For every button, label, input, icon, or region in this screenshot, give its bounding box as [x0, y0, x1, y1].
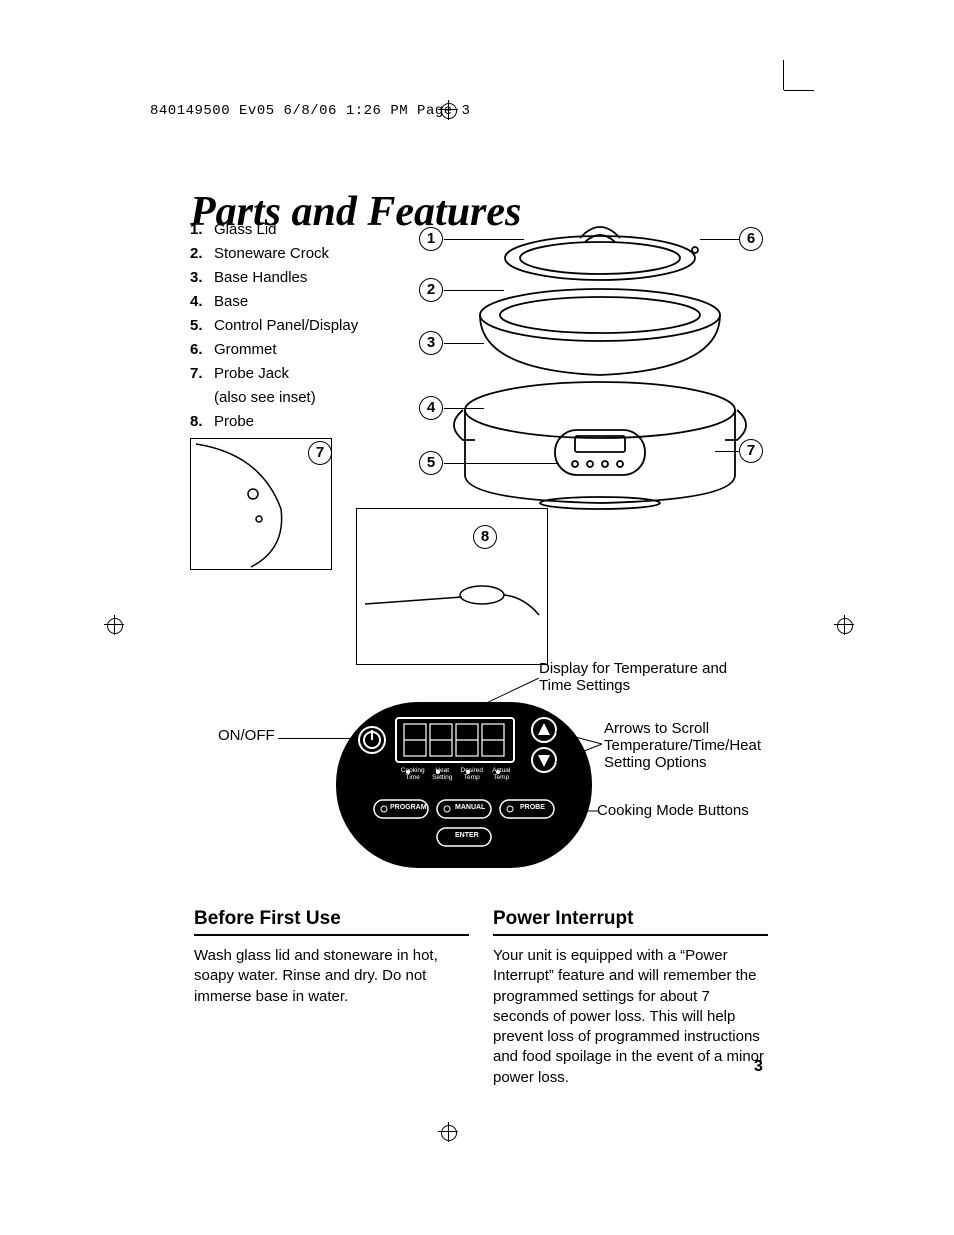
leader-line: [444, 463, 559, 464]
leader-line: [556, 730, 606, 766]
list-item: 3.Base Handles: [190, 266, 358, 290]
btn-enter-label: ENTER: [455, 832, 479, 839]
power-interrupt-section: Power Interrupt Your unit is equipped wi…: [493, 908, 768, 1088]
leader-line: [700, 239, 739, 240]
leader-line: [715, 451, 739, 452]
section-body: Your unit is equipped with a “Power Inte…: [493, 946, 768, 1088]
callout-5: 5: [419, 451, 443, 475]
before-first-use-section: Before First Use Wash glass lid and ston…: [194, 908, 469, 1007]
section-rule: [493, 934, 768, 936]
section-rule: [194, 934, 469, 936]
section-body: Wash glass lid and stoneware in hot, soa…: [194, 946, 469, 1007]
display-label: Display for Temperature and Time Setting…: [539, 660, 739, 694]
cooker-diagram: [445, 220, 755, 530]
callout-6: 6: [739, 227, 763, 251]
crop-mark: [784, 90, 814, 91]
btn-probe-label: PROBE: [520, 804, 545, 811]
modes-label: Cooking Mode Buttons: [597, 802, 749, 819]
registration-mark: [104, 615, 124, 635]
callout-4: 4: [419, 396, 443, 420]
list-item: 1.Glass Lid: [190, 218, 358, 242]
list-item: 2.Stoneware Crock: [190, 242, 358, 266]
leader-line: [459, 678, 544, 716]
leader-line: [444, 239, 524, 240]
arrows-label: Arrows to Scroll Temperature/Time/Heat S…: [604, 720, 784, 771]
print-header: 840149500 Ev05 6/8/06 1:26 PM Page 3: [150, 103, 470, 119]
section-heading: Before First Use: [194, 908, 469, 930]
leader-arrow: [554, 806, 598, 816]
parts-list: 1.Glass Lid 2.Stoneware Crock 3.Base Han…: [190, 218, 358, 434]
list-item: 7.Probe Jack: [190, 362, 358, 386]
callout-7: 7: [739, 439, 763, 463]
crop-mark: [783, 60, 784, 90]
btn-manual-label: MANUAL: [455, 804, 485, 811]
panel-indicators: Cooking Time Heat Setting Desired Temp A…: [398, 768, 516, 781]
callout-3: 3: [419, 331, 443, 355]
leader-line: [278, 738, 356, 739]
registration-mark: [438, 1122, 458, 1142]
leader-line: [444, 343, 484, 344]
inset-probe: [356, 508, 548, 665]
onoff-label: ON/OFF: [218, 727, 275, 744]
list-item: 5.Control Panel/Display: [190, 314, 358, 338]
control-panel-diagram: [334, 700, 594, 870]
callout-1: 1: [419, 227, 443, 251]
list-item: 4.Base: [190, 290, 358, 314]
list-item: 8.Probe: [190, 410, 358, 434]
list-item: (also see inset): [190, 386, 358, 410]
callout-8: 8: [473, 525, 497, 549]
callout-7: 7: [308, 441, 332, 465]
callout-2: 2: [419, 278, 443, 302]
page-number: 3: [754, 1058, 763, 1076]
list-item: 6.Grommet: [190, 338, 358, 362]
btn-program-label: PROGRAM: [390, 804, 427, 811]
section-heading: Power Interrupt: [493, 908, 768, 930]
leader-line: [444, 290, 504, 291]
registration-mark: [834, 615, 854, 635]
leader-line: [444, 408, 484, 409]
